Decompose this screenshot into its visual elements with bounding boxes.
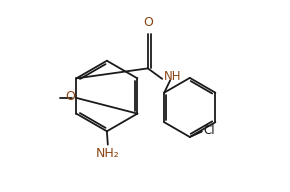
Text: O: O	[65, 90, 75, 103]
Text: O: O	[143, 16, 153, 29]
Text: NH: NH	[164, 70, 182, 84]
Text: NH₂: NH₂	[96, 147, 120, 161]
Text: Cl: Cl	[204, 124, 215, 137]
